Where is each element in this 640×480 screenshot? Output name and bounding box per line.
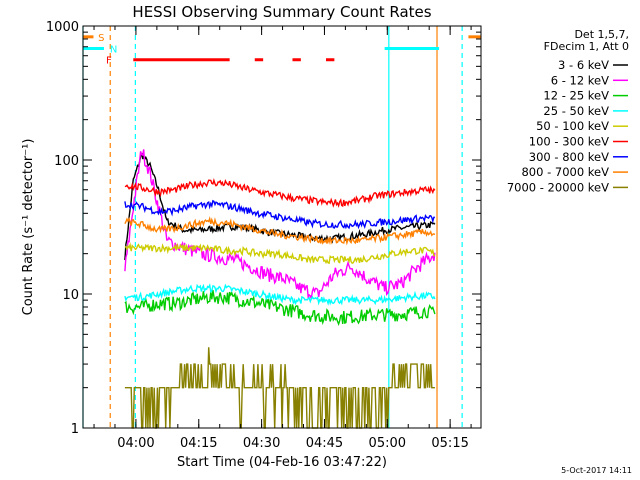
status-bar-label-n: N [110, 44, 117, 55]
x-axis-label: Start Time (04-Feb-16 03:47:22) [177, 455, 387, 470]
chart-title: HESSI Observing Summary Count Rates [132, 3, 431, 21]
status-bar-label-f: F [106, 56, 112, 67]
y-tick-label: 10 [62, 288, 79, 303]
y-tick-label: 1 [71, 422, 79, 437]
status-bar-label-s: S [98, 33, 104, 44]
footer-timestamp: 5-Oct-2017 14:11 [561, 466, 632, 475]
series-line [124, 215, 436, 246]
series-line [124, 347, 435, 429]
y-tick-label: 1000 [46, 20, 79, 35]
x-axis: 04:00 04:15 04:30 04:45 05:00 05:15 [93, 26, 472, 451]
legend-header: FDecim 1, Att 0 [544, 40, 629, 53]
series-line [124, 177, 436, 208]
y-axis: 1 10 100 1000 [46, 20, 481, 437]
series-line [124, 289, 436, 326]
legend-entry-label: 300 - 800 keV [529, 150, 609, 164]
x-tick-label: 05:15 [431, 436, 468, 451]
legend-entry-label: 25 - 50 keV [543, 104, 609, 118]
legend-entry-label: 7000 - 20000 keV [507, 180, 609, 194]
series-line [124, 242, 436, 265]
x-tick-label: 04:45 [306, 436, 343, 451]
x-tick-label: 04:00 [117, 436, 154, 451]
x-tick-label: 04:15 [180, 436, 217, 451]
legend-entry-label: 50 - 100 keV [536, 119, 609, 133]
y-tick-label: 100 [54, 154, 79, 169]
series-line [124, 199, 435, 230]
x-tick-label: 05:00 [369, 436, 406, 451]
legend-entry-label: 800 - 7000 keV [521, 165, 609, 179]
series-line [124, 283, 436, 306]
x-tick-label: 04:30 [243, 436, 280, 451]
plot-frame [82, 25, 482, 429]
series-line [124, 152, 436, 261]
legend-entry-label: 100 - 300 keV [529, 135, 609, 149]
legend-entry-label: 6 - 12 keV [551, 73, 609, 87]
legend-entry-label: 12 - 25 keV [543, 89, 609, 103]
y-axis-label: Count Rate (s⁻¹ detector⁻¹) [21, 139, 36, 316]
legend-entry-label: 3 - 6 keV [558, 58, 609, 72]
series-lines [124, 149, 436, 429]
status-bars: SNF [83, 33, 481, 67]
legend-header: Det 1,5,7, [574, 28, 629, 41]
